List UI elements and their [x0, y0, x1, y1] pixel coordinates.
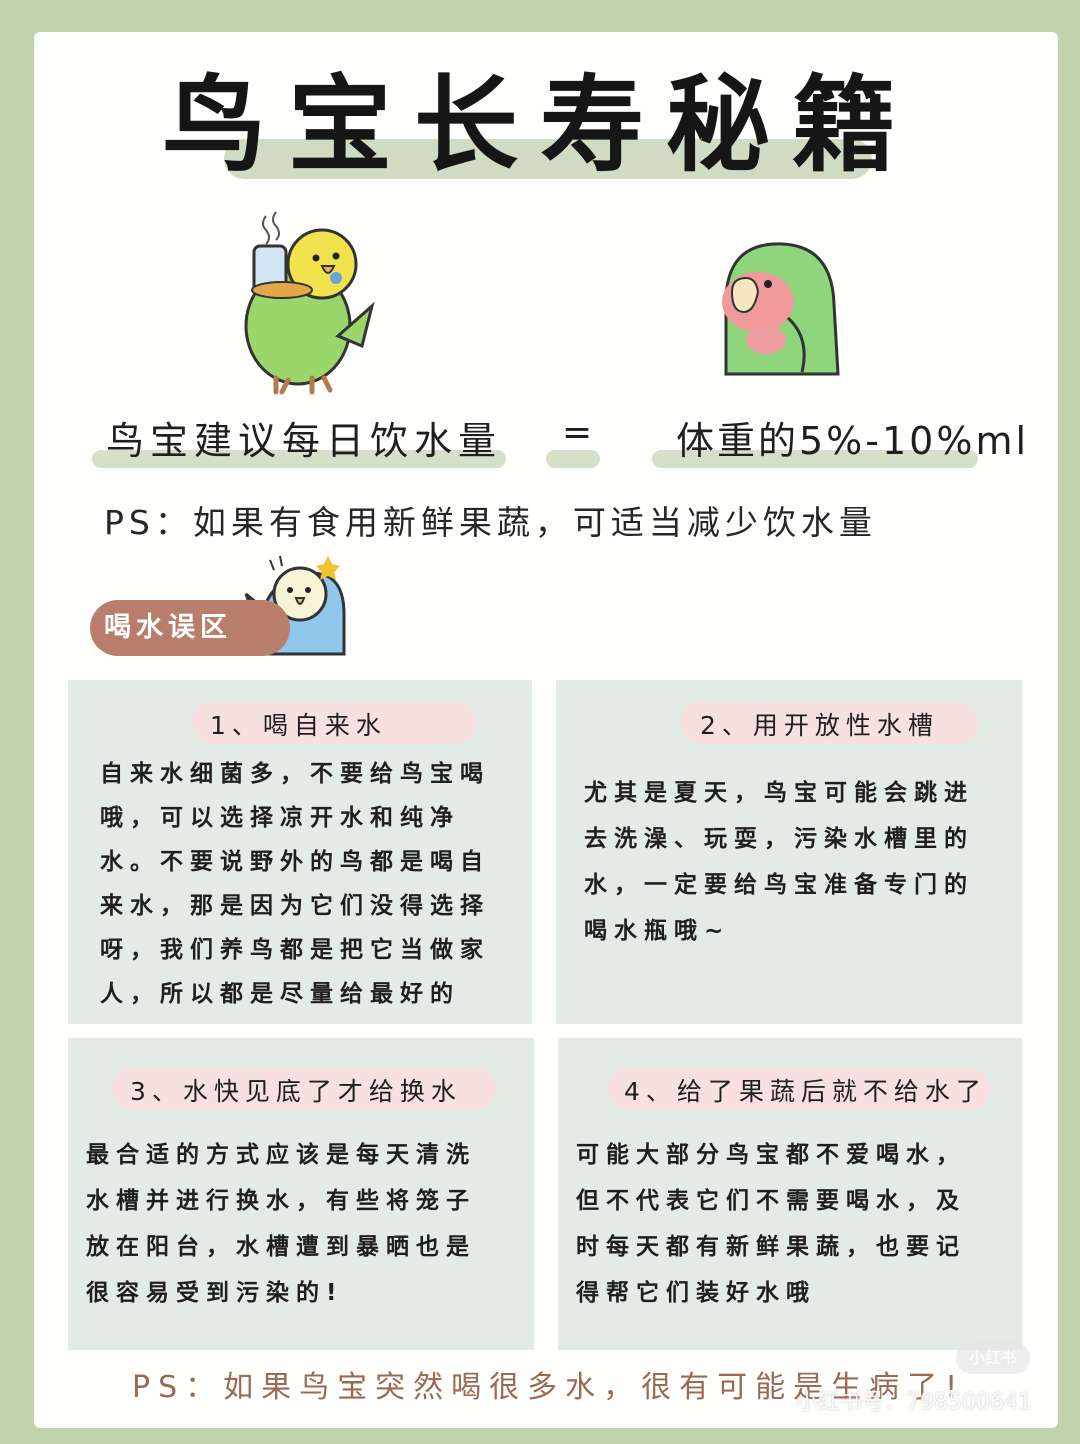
- card-title: 3、水快见底了才给换水: [130, 1077, 462, 1106]
- title-area: 鸟宝长寿秘籍: [0, 55, 1080, 195]
- title-highlight: [224, 139, 872, 179]
- card-open-trough: 2、用开放性水槽 尤其是夏天，鸟宝可能会跳进 去洗澡、玩耍，污染水槽里的 水，一…: [556, 680, 1022, 1024]
- watermark-badge: 小红书: [956, 1342, 1030, 1374]
- card-title-highlight: [112, 1068, 496, 1110]
- section-tag: 喝水误区: [90, 600, 290, 656]
- note-bottom: PS：如果鸟宝突然喝很多水，很有可能是生病了!: [132, 1370, 966, 1405]
- equation-operator-highlight: [546, 450, 600, 468]
- card-no-water-with-vegetables: 4、给了果蔬后就不给水了 可能大部分鸟宝都不爱喝水， 但不代表它们不需要喝水，及…: [558, 1038, 1022, 1350]
- card-title: 4、给了果蔬后就不给水了: [624, 1077, 987, 1106]
- card-title-highlight: [192, 702, 476, 744]
- card-title-highlight: [608, 1068, 990, 1110]
- card-title: 1、喝自来水: [210, 711, 387, 740]
- card-body: 自来水细菌多，不要给鸟宝喝 哦，可以选择凉开水和纯净 水。不要说野外的鸟都是喝自…: [100, 761, 490, 1007]
- card-late-refill: 3、水快见底了才给换水 最合适的方式应该是每天清洗 水槽并进行换水，有些将笼子 …: [68, 1038, 534, 1350]
- card-tap-water: 1、喝自来水 自来水细菌多，不要给鸟宝喝 哦，可以选择凉开水和纯净 水。不要说野…: [68, 680, 532, 1024]
- budgie-drinking-icon: [244, 211, 375, 395]
- page-title: 鸟宝长寿秘籍: [161, 64, 918, 186]
- card-body: 尤其是夏天，鸟宝可能会跳进 去洗澡、玩耍，污染水槽里的 水，一定要给鸟宝准备专门…: [584, 780, 974, 944]
- card-title-highlight: [680, 702, 978, 744]
- watermark-id: 小红书号：798500641: [796, 1390, 1032, 1415]
- equals-sign: =: [562, 412, 593, 453]
- equation-right-highlight: [652, 450, 978, 468]
- note-top: PS：如果有食用新鲜果蔬，可适当减少饮水量: [104, 503, 877, 542]
- equation-left-highlight: [92, 450, 506, 468]
- lovebird-icon: [722, 242, 840, 376]
- card-title: 2、用开放性水槽: [700, 711, 939, 740]
- card-body: 最合适的方式应该是每天清洗 水槽并进行换水，有些将笼子 放在阳台，水槽遭到暴晒也…: [86, 1142, 476, 1306]
- daily-water-value: 体重的5%-10%ml: [676, 419, 1030, 463]
- daily-water-label: 鸟宝建议每日饮水量: [106, 419, 503, 463]
- card-body: 可能大部分鸟宝都不爱喝水， 但不代表它们不需要喝水，及 时每天都有新鲜果蔬，也要…: [576, 1142, 966, 1306]
